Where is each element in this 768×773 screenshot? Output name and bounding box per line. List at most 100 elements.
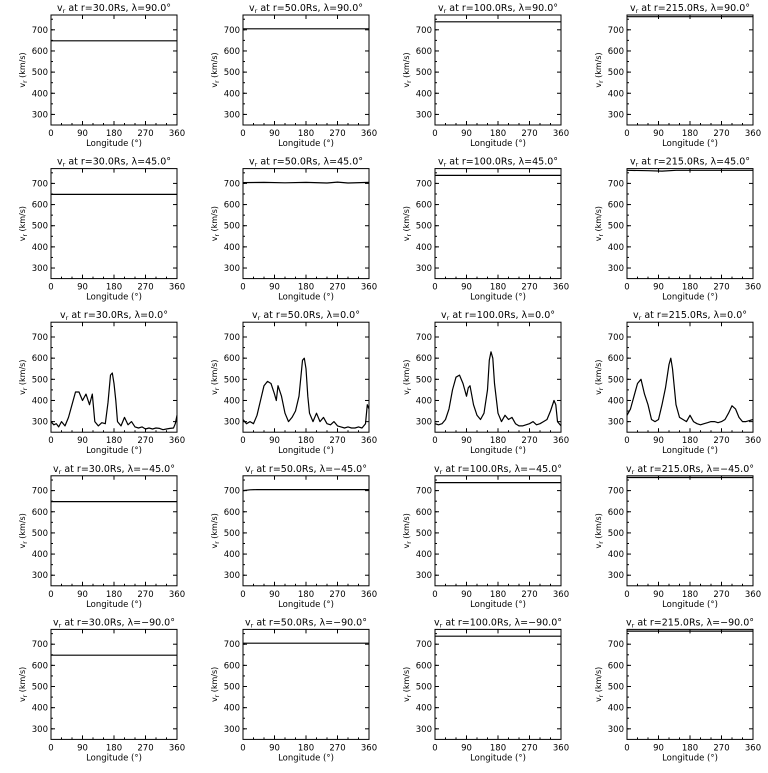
panel: vr at r=50.0Rs, λ=−45.0° 0 90 180 270 360 300 4…: [210, 464, 377, 610]
x-axis-label: Longitude (°): [662, 139, 718, 149]
x-tick-label: 360: [361, 129, 377, 139]
panel: vr at r=50.0Rs, λ=90.0° 0 90 180 270 360 300 40…: [210, 3, 377, 149]
x-tick-label: 360: [745, 590, 761, 600]
plot-frame: [50, 475, 178, 587]
y-axis-label: vr (km/s): [18, 667, 29, 702]
y-tick-label: 300: [32, 418, 48, 428]
x-axis-label: Longitude (°): [278, 600, 334, 610]
x-tick-label: 180: [298, 283, 314, 293]
y-tick-label: 400: [224, 550, 240, 560]
panel: vr at r=215.0Rs, λ=90.0° 0 90 180 270 360 300 4…: [594, 3, 761, 149]
plot-frame: [626, 628, 754, 740]
x-axis-label: Longitude (°): [662, 446, 718, 456]
y-axis-label: vr (km/s): [594, 52, 605, 87]
panel-title: vr at r=100.0Rs, λ=45.0°: [438, 157, 558, 169]
y-tick-label: 400: [32, 243, 48, 253]
y-tick-label: 700: [416, 333, 432, 343]
plot-frame: [242, 475, 370, 587]
x-tick-label: 180: [298, 590, 314, 600]
x-axis-label: Longitude (°): [662, 600, 718, 610]
y-tick-label: 700: [608, 333, 624, 343]
panel-title: vr at r=30.0Rs, λ=90.0°: [57, 3, 171, 15]
x-axis-label: Longitude (°): [470, 293, 526, 303]
x-tick-label: 270: [137, 436, 153, 446]
x-tick-label: 180: [298, 436, 314, 446]
x-tick-label: 270: [713, 436, 729, 446]
x-tick-label: 0: [240, 590, 245, 600]
x-tick-label: 180: [106, 743, 122, 753]
x-tick-label: 180: [682, 590, 698, 600]
x-tick-label: 360: [361, 283, 377, 293]
x-tick-label: 360: [553, 590, 569, 600]
panel: vr at r=50.0Rs, λ=−90.0° 0 90 180 270 360 300 4…: [210, 617, 377, 763]
x-tick-label: 90: [269, 590, 280, 600]
y-tick-label: 300: [608, 571, 624, 581]
plot-frame: [434, 475, 562, 587]
y-tick-label: 700: [416, 487, 432, 497]
y-tick-label: 700: [32, 487, 48, 497]
plot-frame: [434, 321, 562, 433]
y-tick-label: 300: [32, 725, 48, 735]
x-axis-label: Longitude (°): [470, 753, 526, 763]
x-tick-label: 90: [653, 590, 664, 600]
x-tick-label: 0: [48, 743, 53, 753]
x-tick-label: 180: [682, 743, 698, 753]
x-tick-label: 270: [329, 283, 345, 293]
y-axis-label: vr (km/s): [210, 667, 221, 702]
panel-title: vr at r=50.0Rs, λ=−90.0°: [245, 617, 367, 629]
x-tick-label: 90: [77, 590, 88, 600]
x-tick-label: 0: [624, 129, 629, 139]
y-tick-label: 300: [608, 725, 624, 735]
y-tick-label: 600: [32, 661, 48, 671]
y-axis-label: vr (km/s): [402, 513, 413, 548]
panel: vr at r=100.0Rs, λ=90.0° 0 90 180 270 360 300 4…: [402, 3, 569, 149]
y-tick-label: 600: [224, 354, 240, 364]
y-tick-label: 400: [224, 89, 240, 99]
y-tick-label: 500: [224, 222, 240, 232]
y-tick-label: 400: [224, 396, 240, 406]
panel: vr at r=50.0Rs, λ=45.0° 0 90 180 270 360 300 40…: [210, 157, 377, 303]
y-tick-label: 500: [32, 222, 48, 232]
x-axis-label: Longitude (°): [278, 293, 334, 303]
x-tick-label: 270: [329, 743, 345, 753]
y-tick-label: 300: [416, 571, 432, 581]
y-axis-label: vr (km/s): [594, 360, 605, 395]
x-tick-label: 0: [432, 283, 437, 293]
x-tick-label: 90: [461, 743, 472, 753]
y-tick-label: 300: [416, 264, 432, 274]
x-axis-label: Longitude (°): [86, 753, 142, 763]
y-tick-label: 600: [608, 661, 624, 671]
y-tick-label: 600: [32, 354, 48, 364]
y-axis-label: vr (km/s): [210, 206, 221, 241]
x-tick-label: 360: [745, 283, 761, 293]
y-tick-label: 400: [416, 89, 432, 99]
panel-title: vr at r=30.0Rs, λ=−45.0°: [53, 464, 175, 476]
y-tick-label: 700: [608, 487, 624, 497]
y-axis-label: vr (km/s): [402, 667, 413, 702]
y-axis-label: vr (km/s): [402, 52, 413, 87]
y-tick-label: 500: [32, 375, 48, 385]
x-tick-label: 360: [169, 129, 185, 139]
x-tick-label: 270: [137, 283, 153, 293]
y-tick-label: 600: [416, 47, 432, 57]
y-tick-label: 300: [608, 418, 624, 428]
x-tick-label: 180: [106, 436, 122, 446]
x-tick-label: 0: [240, 743, 245, 753]
y-tick-label: 700: [608, 179, 624, 189]
series-line: [242, 357, 370, 429]
x-tick-label: 0: [48, 436, 53, 446]
x-tick-label: 180: [106, 129, 122, 139]
y-tick-label: 300: [224, 264, 240, 274]
x-tick-label: 0: [240, 436, 245, 446]
panel-title: vr at r=50.0Rs, λ=90.0°: [249, 3, 363, 15]
panel: vr at r=215.0Rs, λ=−45.0° 0 90 180 270 360 300…: [594, 464, 761, 610]
x-tick-label: 90: [77, 743, 88, 753]
x-tick-label: 270: [329, 436, 345, 446]
y-axis-label: vr (km/s): [594, 206, 605, 241]
panel: vr at r=50.0Rs, λ=0.0° 0 90 180 270 360 300 400…: [210, 310, 377, 456]
y-tick-label: 400: [224, 243, 240, 253]
panel-title: vr at r=50.0Rs, λ=−45.0°: [245, 464, 367, 476]
panel-title: vr at r=100.0Rs, λ=90.0°: [438, 3, 558, 15]
x-tick-label: 180: [106, 283, 122, 293]
x-tick-label: 0: [624, 436, 629, 446]
